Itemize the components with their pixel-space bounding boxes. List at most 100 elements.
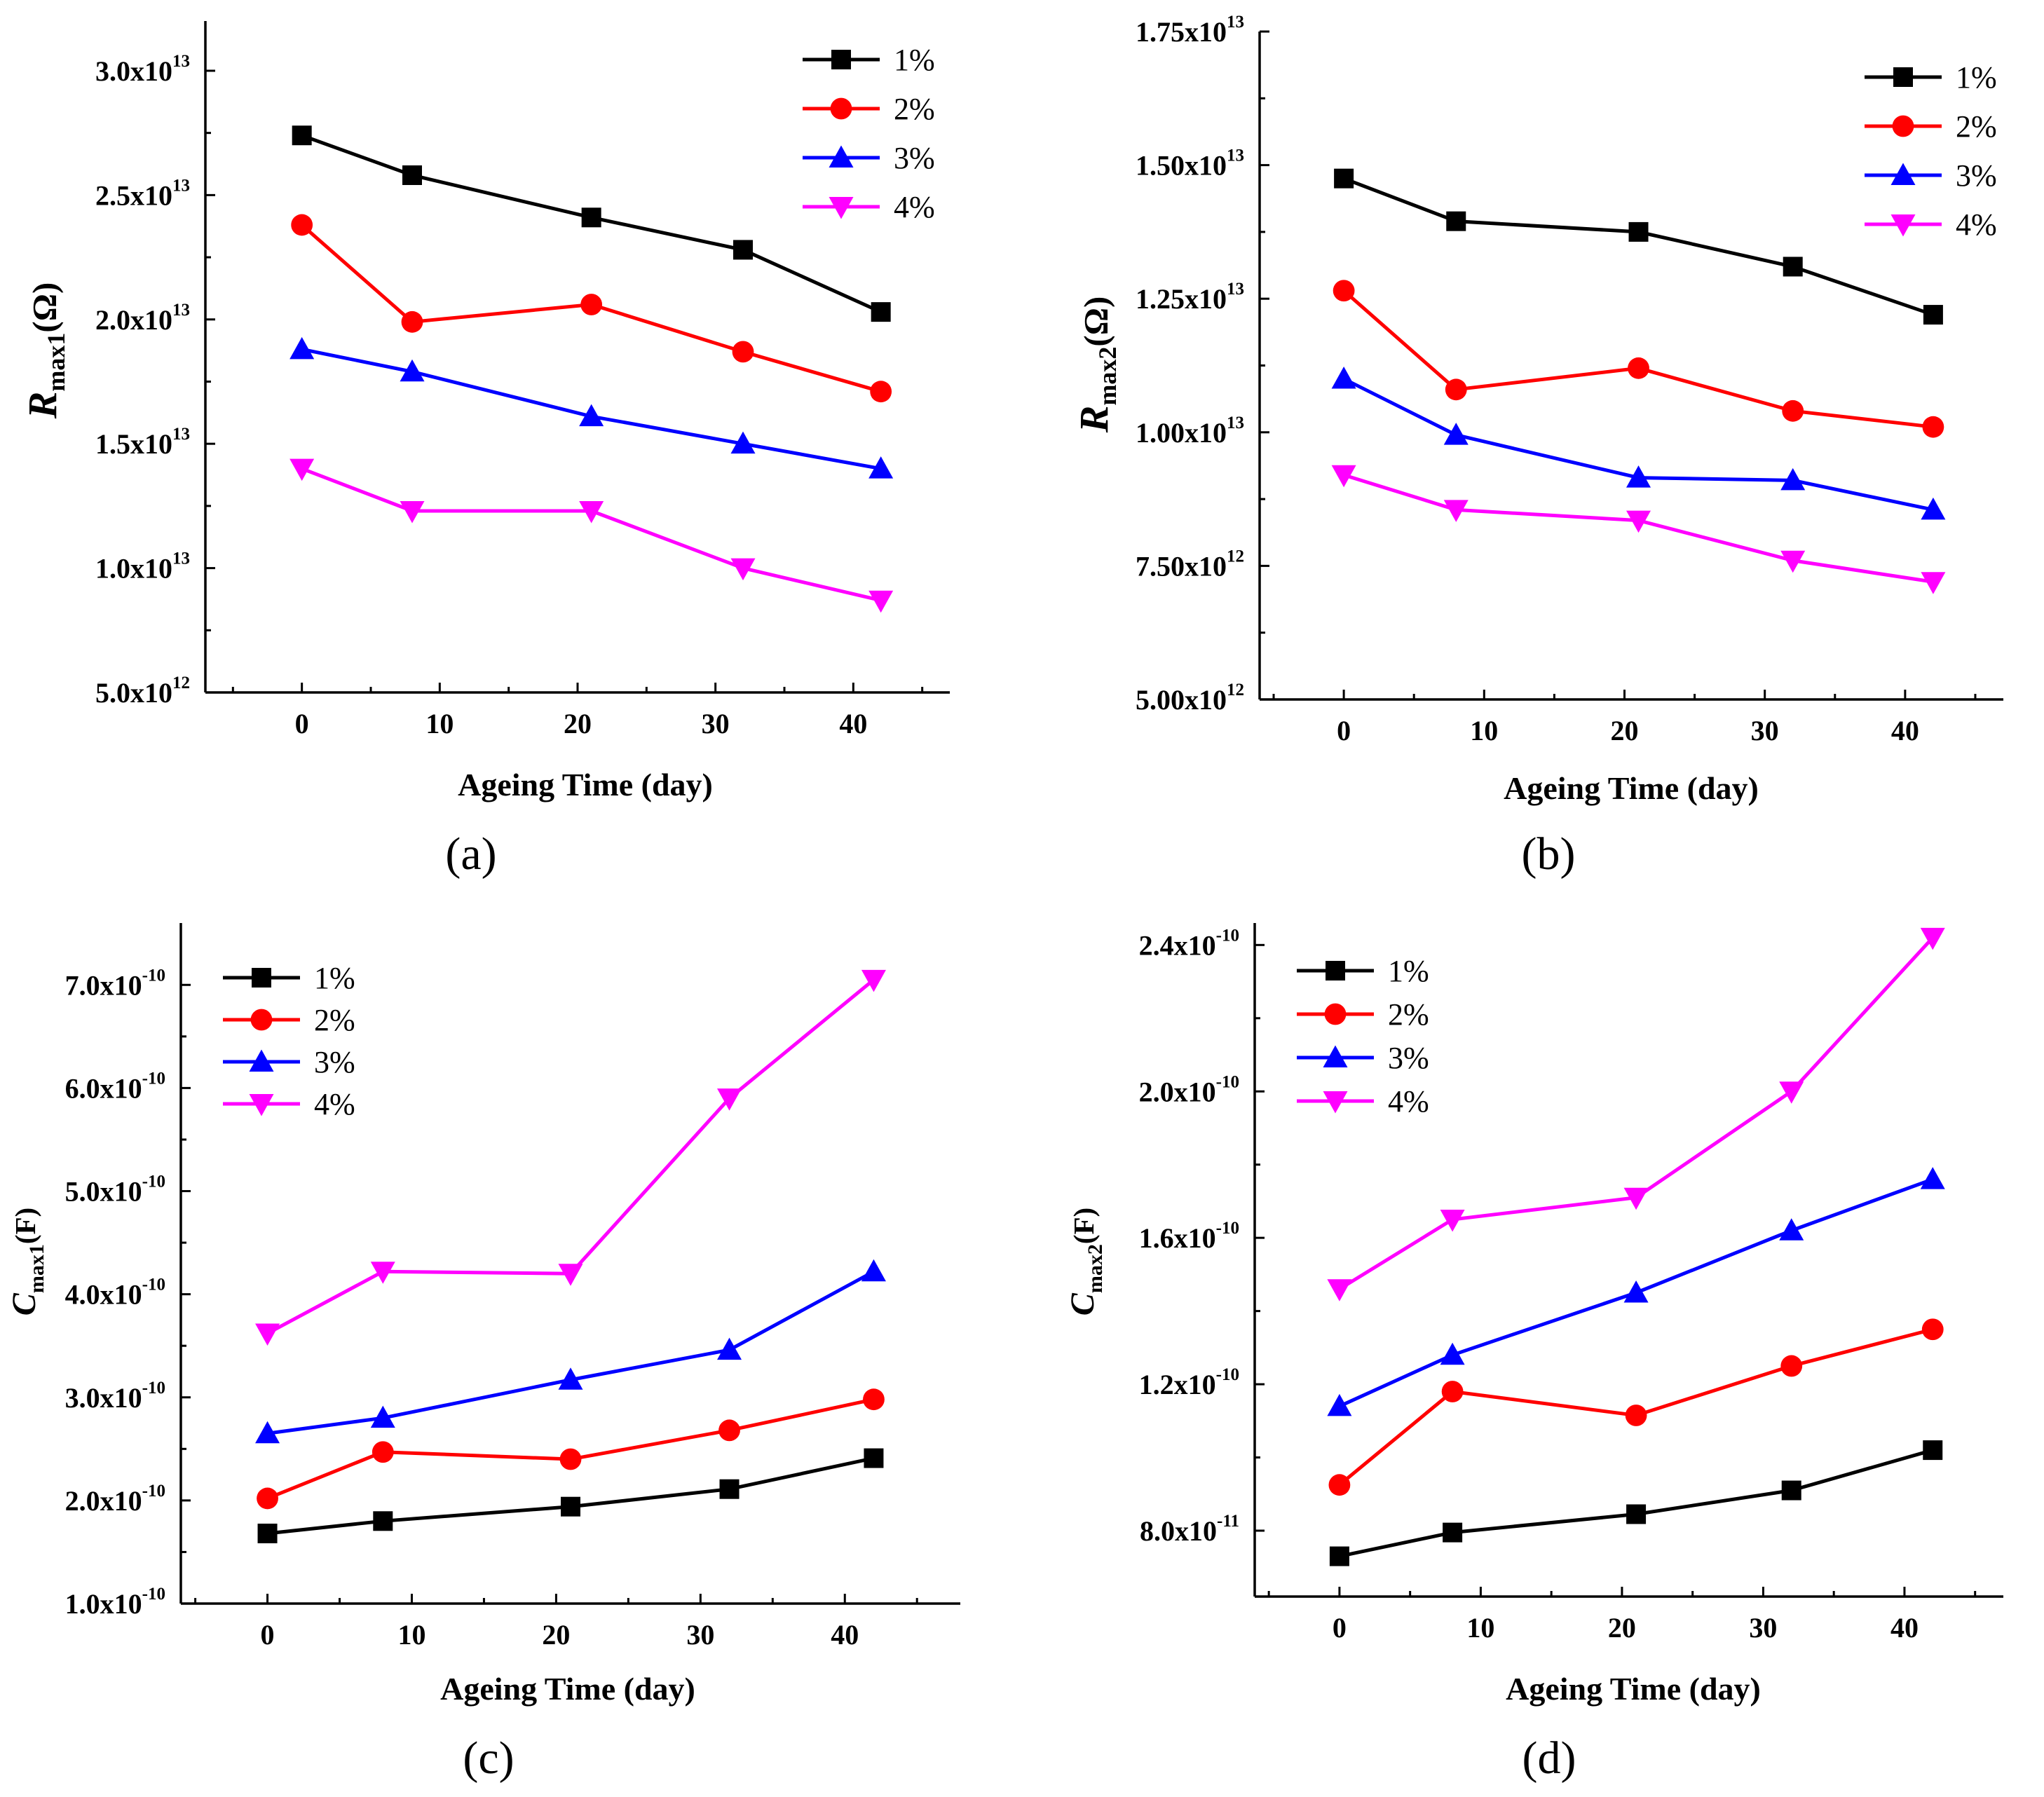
x-tick-label: 0 xyxy=(1337,715,1351,746)
y-tick-label: 3.0x1013 xyxy=(95,52,190,87)
y-tick-label: 1.00x1013 xyxy=(1136,414,1244,449)
data-point xyxy=(1628,357,1649,379)
y-tick-mantissa: 3.0x10 xyxy=(65,1382,142,1414)
x-tick-label: 40 xyxy=(831,1619,859,1651)
y-tick-mantissa: 2.5x10 xyxy=(95,179,172,211)
data-point xyxy=(1334,168,1354,189)
y-tick-mantissa: 1.2x10 xyxy=(1139,1369,1216,1400)
y-tick-mantissa: 8.0x10 xyxy=(1140,1515,1217,1547)
legend-marker xyxy=(1323,1045,1348,1067)
data-point xyxy=(289,336,315,360)
y-tick-label: 1.2x10-10 xyxy=(1139,1365,1239,1400)
data-point xyxy=(1440,1210,1465,1232)
y-tick-label: 5.0x10-10 xyxy=(65,1173,165,1208)
y-axis-title: Cmax1(F) xyxy=(6,1208,48,1316)
legend-label: 1% xyxy=(1956,60,1997,95)
legend-label: 2% xyxy=(1956,109,1997,144)
y-tick-mantissa: 6.0x10 xyxy=(65,1072,142,1104)
data-point xyxy=(292,125,312,146)
x-tick-label: 20 xyxy=(564,708,592,739)
data-point xyxy=(581,207,601,228)
data-point xyxy=(400,359,425,382)
y-tick-mantissa: 2.0x10 xyxy=(65,1485,142,1517)
y-tick-exponent: -10 xyxy=(142,966,165,985)
y-tick-exponent: -10 xyxy=(142,1069,165,1088)
y-tick-mantissa: 5.0x10 xyxy=(95,677,172,709)
y-tick-exponent: 12 xyxy=(172,674,190,692)
data-point xyxy=(1327,1279,1352,1301)
x-tick-label: 30 xyxy=(686,1619,714,1651)
data-point xyxy=(1780,467,1806,491)
y-tick-exponent: -10 xyxy=(142,1585,165,1604)
y-tick-label: 2.4x10-10 xyxy=(1139,926,1239,961)
x-tick-label: 0 xyxy=(261,1619,275,1651)
data-point xyxy=(1623,1187,1649,1210)
data-point xyxy=(291,214,313,236)
data-point xyxy=(1628,221,1649,242)
y-tick-exponent: 12 xyxy=(1227,681,1244,699)
legend-marker xyxy=(249,1049,274,1072)
data-point xyxy=(717,1337,742,1360)
y-axis-title-unit: (F) xyxy=(9,1208,41,1244)
chart-panel-c: 0 10 20 30 401.0x10-102.0x10-103.0x10-104.0x… xyxy=(6,923,960,1784)
data-point xyxy=(1443,500,1469,522)
series-line-4pct xyxy=(301,467,882,603)
x-tick-label: 10 xyxy=(1470,715,1498,746)
legend-marker xyxy=(1324,1003,1347,1025)
y-tick-label: 1.0x1013 xyxy=(95,549,190,585)
legend-label: 3% xyxy=(1956,158,1997,193)
legend-marker xyxy=(252,968,271,988)
y-tick-mantissa: 2.0x10 xyxy=(1139,1076,1216,1107)
legend-label: 3% xyxy=(314,1045,355,1079)
data-point xyxy=(400,500,425,524)
y-axis-title-sub: max1 xyxy=(25,1244,48,1293)
data-point xyxy=(1920,1167,1945,1189)
y-tick-exponent: -10 xyxy=(142,1482,165,1501)
y-tick-exponent: -10 xyxy=(1216,926,1239,945)
data-point xyxy=(868,456,894,479)
y-axis-title-unit: (Ω) xyxy=(25,282,64,333)
y-tick-label: 7.0x10-10 xyxy=(65,966,165,1001)
y-tick-mantissa: 2.4x10 xyxy=(1139,929,1216,961)
y-tick-mantissa: 5.00x10 xyxy=(1136,684,1227,716)
data-point xyxy=(1922,416,1944,438)
data-point xyxy=(257,1487,278,1510)
y-tick-mantissa: 1.5x10 xyxy=(95,428,172,460)
data-point xyxy=(1623,1280,1649,1303)
x-tick-label: 20 xyxy=(1608,1612,1636,1644)
data-point xyxy=(401,310,423,333)
data-point xyxy=(733,240,753,260)
y-tick-label: 1.25x1013 xyxy=(1136,280,1244,315)
legend-marker xyxy=(249,1094,274,1116)
y-tick-mantissa: 7.0x10 xyxy=(65,969,142,1001)
y-tick-exponent: 13 xyxy=(172,301,190,320)
data-point xyxy=(1443,1522,1463,1543)
x-tick-label: 20 xyxy=(1610,715,1638,746)
data-point xyxy=(559,1448,582,1470)
data-point xyxy=(1441,1381,1464,1402)
x-tick-label: 40 xyxy=(1890,1612,1919,1644)
y-tick-label: 2.0x1013 xyxy=(95,301,190,336)
chart-panel-a: 0 10 20 30 405.0x10121.0x10131.5x10132.0x101… xyxy=(20,21,950,880)
data-point xyxy=(1327,1393,1352,1416)
data-point xyxy=(1779,1081,1804,1104)
x-axis-title: Ageing Time (day) xyxy=(440,1671,695,1707)
y-axis-title-sub: max2 xyxy=(1084,1244,1107,1293)
data-point xyxy=(1331,367,1356,389)
data-point xyxy=(579,500,604,524)
data-point xyxy=(732,341,754,363)
legend-label: 1% xyxy=(1388,954,1429,988)
data-point xyxy=(861,969,886,992)
legend-marker xyxy=(1893,67,1913,87)
legend-label: 4% xyxy=(314,1087,355,1121)
legend-marker xyxy=(250,1009,273,1031)
data-point xyxy=(1440,1342,1465,1365)
y-axis-title-main: R xyxy=(1071,406,1117,434)
data-point xyxy=(730,558,756,581)
data-point xyxy=(402,165,422,185)
data-point xyxy=(1920,927,1945,950)
x-tick-label: 0 xyxy=(295,708,309,739)
data-point xyxy=(1446,211,1466,231)
y-tick-label: 1.75x1013 xyxy=(1136,13,1244,48)
